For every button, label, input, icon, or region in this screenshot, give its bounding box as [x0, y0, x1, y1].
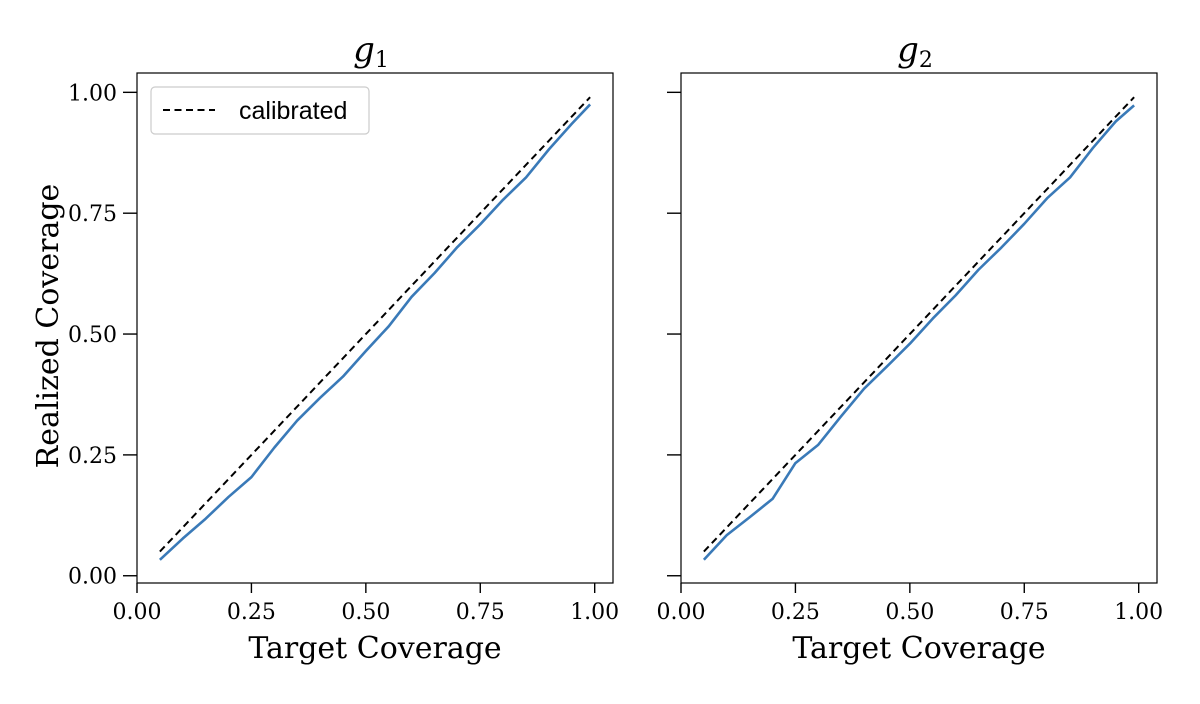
realized-coverage-line [158, 103, 592, 561]
realized-coverage-line [702, 104, 1135, 561]
y-tick-label: 0.00 [68, 565, 117, 590]
plot-frame [136, 72, 614, 584]
y-tick-label: 0.75 [68, 202, 117, 227]
y-tick-label: 0.25 [68, 444, 117, 469]
y-tick-label: 0.50 [68, 323, 117, 348]
legend-label: calibrated [239, 97, 347, 125]
x-tick-label: 0.25 [771, 600, 820, 625]
x-tick-label: 0.50 [341, 600, 390, 625]
legend-box [150, 86, 370, 135]
x-tick-label: 0.00 [113, 600, 162, 625]
x-tick-label: 0.25 [227, 600, 276, 625]
panel-title: g2 [897, 30, 933, 73]
calibrated-line [703, 96, 1135, 553]
x-tick-label: 1.00 [1114, 600, 1163, 625]
x-axis-title: Target Coverage [792, 631, 1045, 666]
x-axis-title: Target Coverage [248, 631, 501, 666]
panel-title-subscript: 1 [375, 48, 389, 73]
x-tick-label: 0.50 [885, 600, 934, 625]
x-tick-label: 1.00 [570, 600, 619, 625]
chart-panel-2: 0.00 0.25 0.50 0.75 1.00 Target Coverage g2 [657, 30, 1164, 666]
calibrated-line [159, 96, 591, 553]
plot-frame [680, 72, 1158, 584]
legend: calibrated [150, 86, 370, 135]
chart-panel-1: 0.00 0.25 0.50 0.75 1.00 0.00 0.25 0.50 0.75 1.00… [31, 30, 619, 666]
x-tick-label: 0.75 [456, 600, 505, 625]
panel-title-subscript: 2 [919, 48, 933, 73]
x-tick-label: 0.00 [657, 600, 706, 625]
y-axis-title: Realized Coverage [31, 184, 66, 469]
panel-title: g1 [353, 30, 389, 73]
x-tick-label: 0.75 [1000, 600, 1049, 625]
y-tick-label: 1.00 [68, 81, 117, 106]
